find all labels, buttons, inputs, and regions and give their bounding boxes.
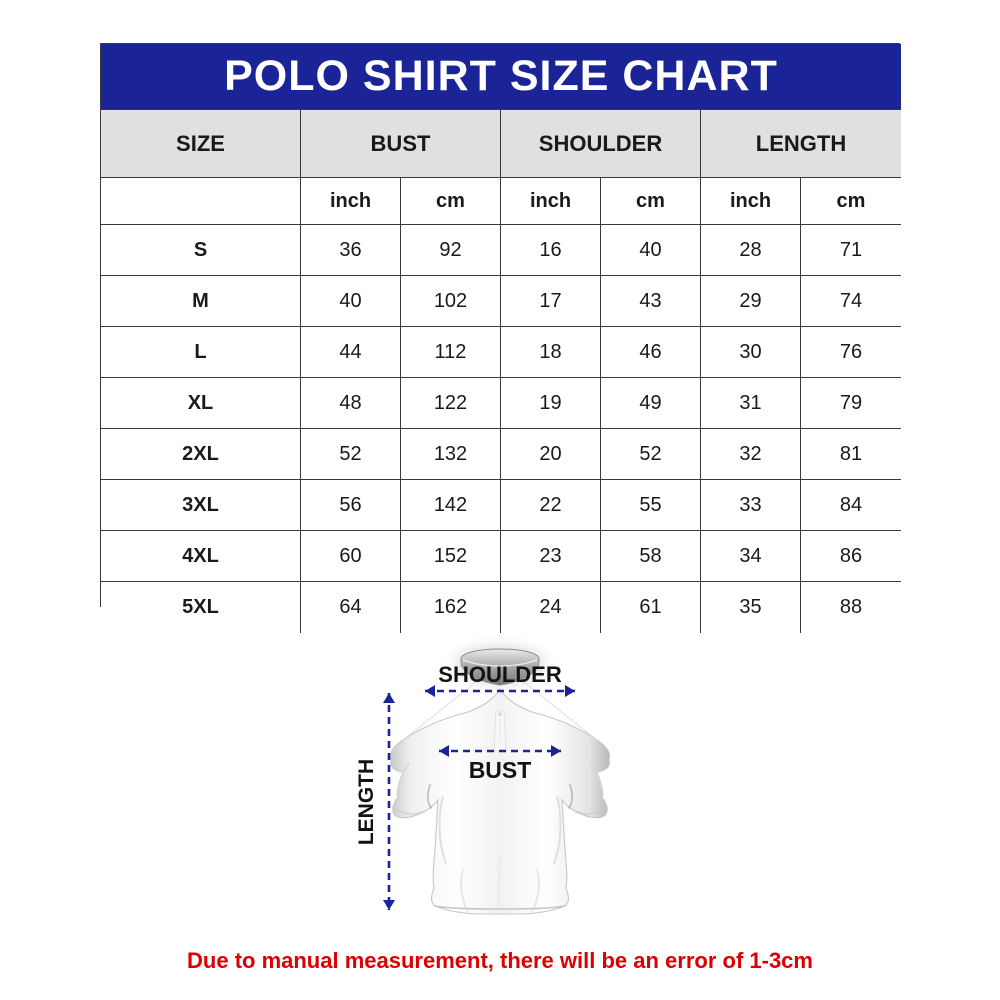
- svg-text:BUST: BUST: [469, 757, 532, 783]
- svg-text:SHOULDER: SHOULDER: [438, 662, 562, 687]
- svg-text:LENGTH: LENGTH: [355, 759, 378, 845]
